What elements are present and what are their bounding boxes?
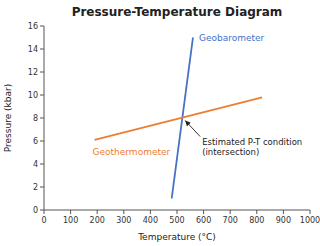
x-tick xyxy=(123,210,124,214)
x-tick xyxy=(310,210,311,214)
y-tick-label: 2 xyxy=(33,183,38,192)
x-tick-label: 800 xyxy=(249,216,264,225)
x-tick xyxy=(150,210,151,214)
x-tick-label: 200 xyxy=(90,216,105,225)
y-tick xyxy=(40,26,44,27)
y-tick-label: 8 xyxy=(33,114,38,123)
y-tick-label: 10 xyxy=(28,91,38,100)
y-tick xyxy=(40,118,44,119)
y-tick-label: 0 xyxy=(33,206,38,215)
x-tick-label: 500 xyxy=(169,216,184,225)
x-tick xyxy=(97,210,98,214)
plot-area xyxy=(95,38,263,199)
annotation-line: (intersection) xyxy=(202,147,259,157)
annotation-arrow xyxy=(185,121,200,137)
x-tick xyxy=(283,210,284,214)
y-tick xyxy=(40,95,44,96)
line-label: Geobarometer xyxy=(199,33,265,43)
x-tick-label: 700 xyxy=(223,216,238,225)
title: Pressure-Temperature Diagram xyxy=(72,5,283,19)
y-tick-label: 16 xyxy=(28,22,38,31)
x-tick xyxy=(44,210,45,214)
x-axis-label: Temperature (°C) xyxy=(137,232,216,242)
x-tick-label: 900 xyxy=(276,216,291,225)
x-tick xyxy=(230,210,231,214)
x-tick xyxy=(256,210,257,214)
y-tick xyxy=(40,164,44,165)
x-tick-label: 400 xyxy=(143,216,158,225)
y-tick xyxy=(40,210,44,211)
series-line xyxy=(95,97,263,140)
y-tick xyxy=(40,72,44,73)
y-tick xyxy=(40,141,44,142)
y-axis-label: Pressure (kbar) xyxy=(3,84,13,152)
y-tick xyxy=(40,187,44,188)
annotation: Estimated P-T condition(intersection) xyxy=(202,137,302,158)
line-label: Geothermometer xyxy=(93,147,171,157)
x-tick xyxy=(203,210,204,214)
y-tick-label: 4 xyxy=(33,160,38,169)
annotation-line: Estimated P-T condition xyxy=(202,137,302,147)
chart: Pressure-Temperature Diagram010020030040… xyxy=(0,0,320,246)
x-tick xyxy=(70,210,71,214)
x-tick-label: 600 xyxy=(196,216,211,225)
x-tick-label: 1000 xyxy=(300,216,320,225)
x-tick xyxy=(177,210,178,214)
y-tick-label: 14 xyxy=(28,45,38,54)
x-tick-label: 100 xyxy=(63,216,78,225)
y-tick-label: 12 xyxy=(28,68,38,77)
x-tick-label: 300 xyxy=(116,216,131,225)
y-tick xyxy=(40,49,44,50)
y-tick-label: 6 xyxy=(33,137,38,146)
x-tick-label: 0 xyxy=(41,216,46,225)
